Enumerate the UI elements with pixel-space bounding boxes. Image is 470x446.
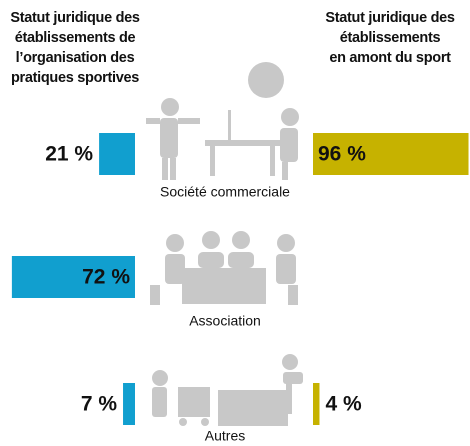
bar	[313, 383, 319, 425]
value-label: 72 %	[82, 266, 130, 289]
value-label: 96 %	[318, 143, 366, 166]
illustration-commercial	[146, 62, 299, 180]
right-series-heading: Statut juridique des établissements en a…	[315, 8, 465, 68]
category-label: Société commerciale	[160, 184, 290, 200]
infographic: Société commerciale 21 % 96 % Association 72…	[0, 0, 470, 446]
value-label: 21 %	[45, 143, 93, 166]
category-label: Association	[189, 313, 261, 329]
illustration-association	[150, 231, 298, 305]
left-series-heading: Statut juridique des établissements de l…	[0, 8, 150, 88]
value-label: 7 %	[81, 393, 118, 416]
illustration-other	[152, 354, 303, 426]
category-label: Autres	[205, 428, 245, 444]
bar	[123, 383, 135, 425]
bar	[99, 133, 135, 175]
value-label: 4 %	[325, 393, 362, 416]
